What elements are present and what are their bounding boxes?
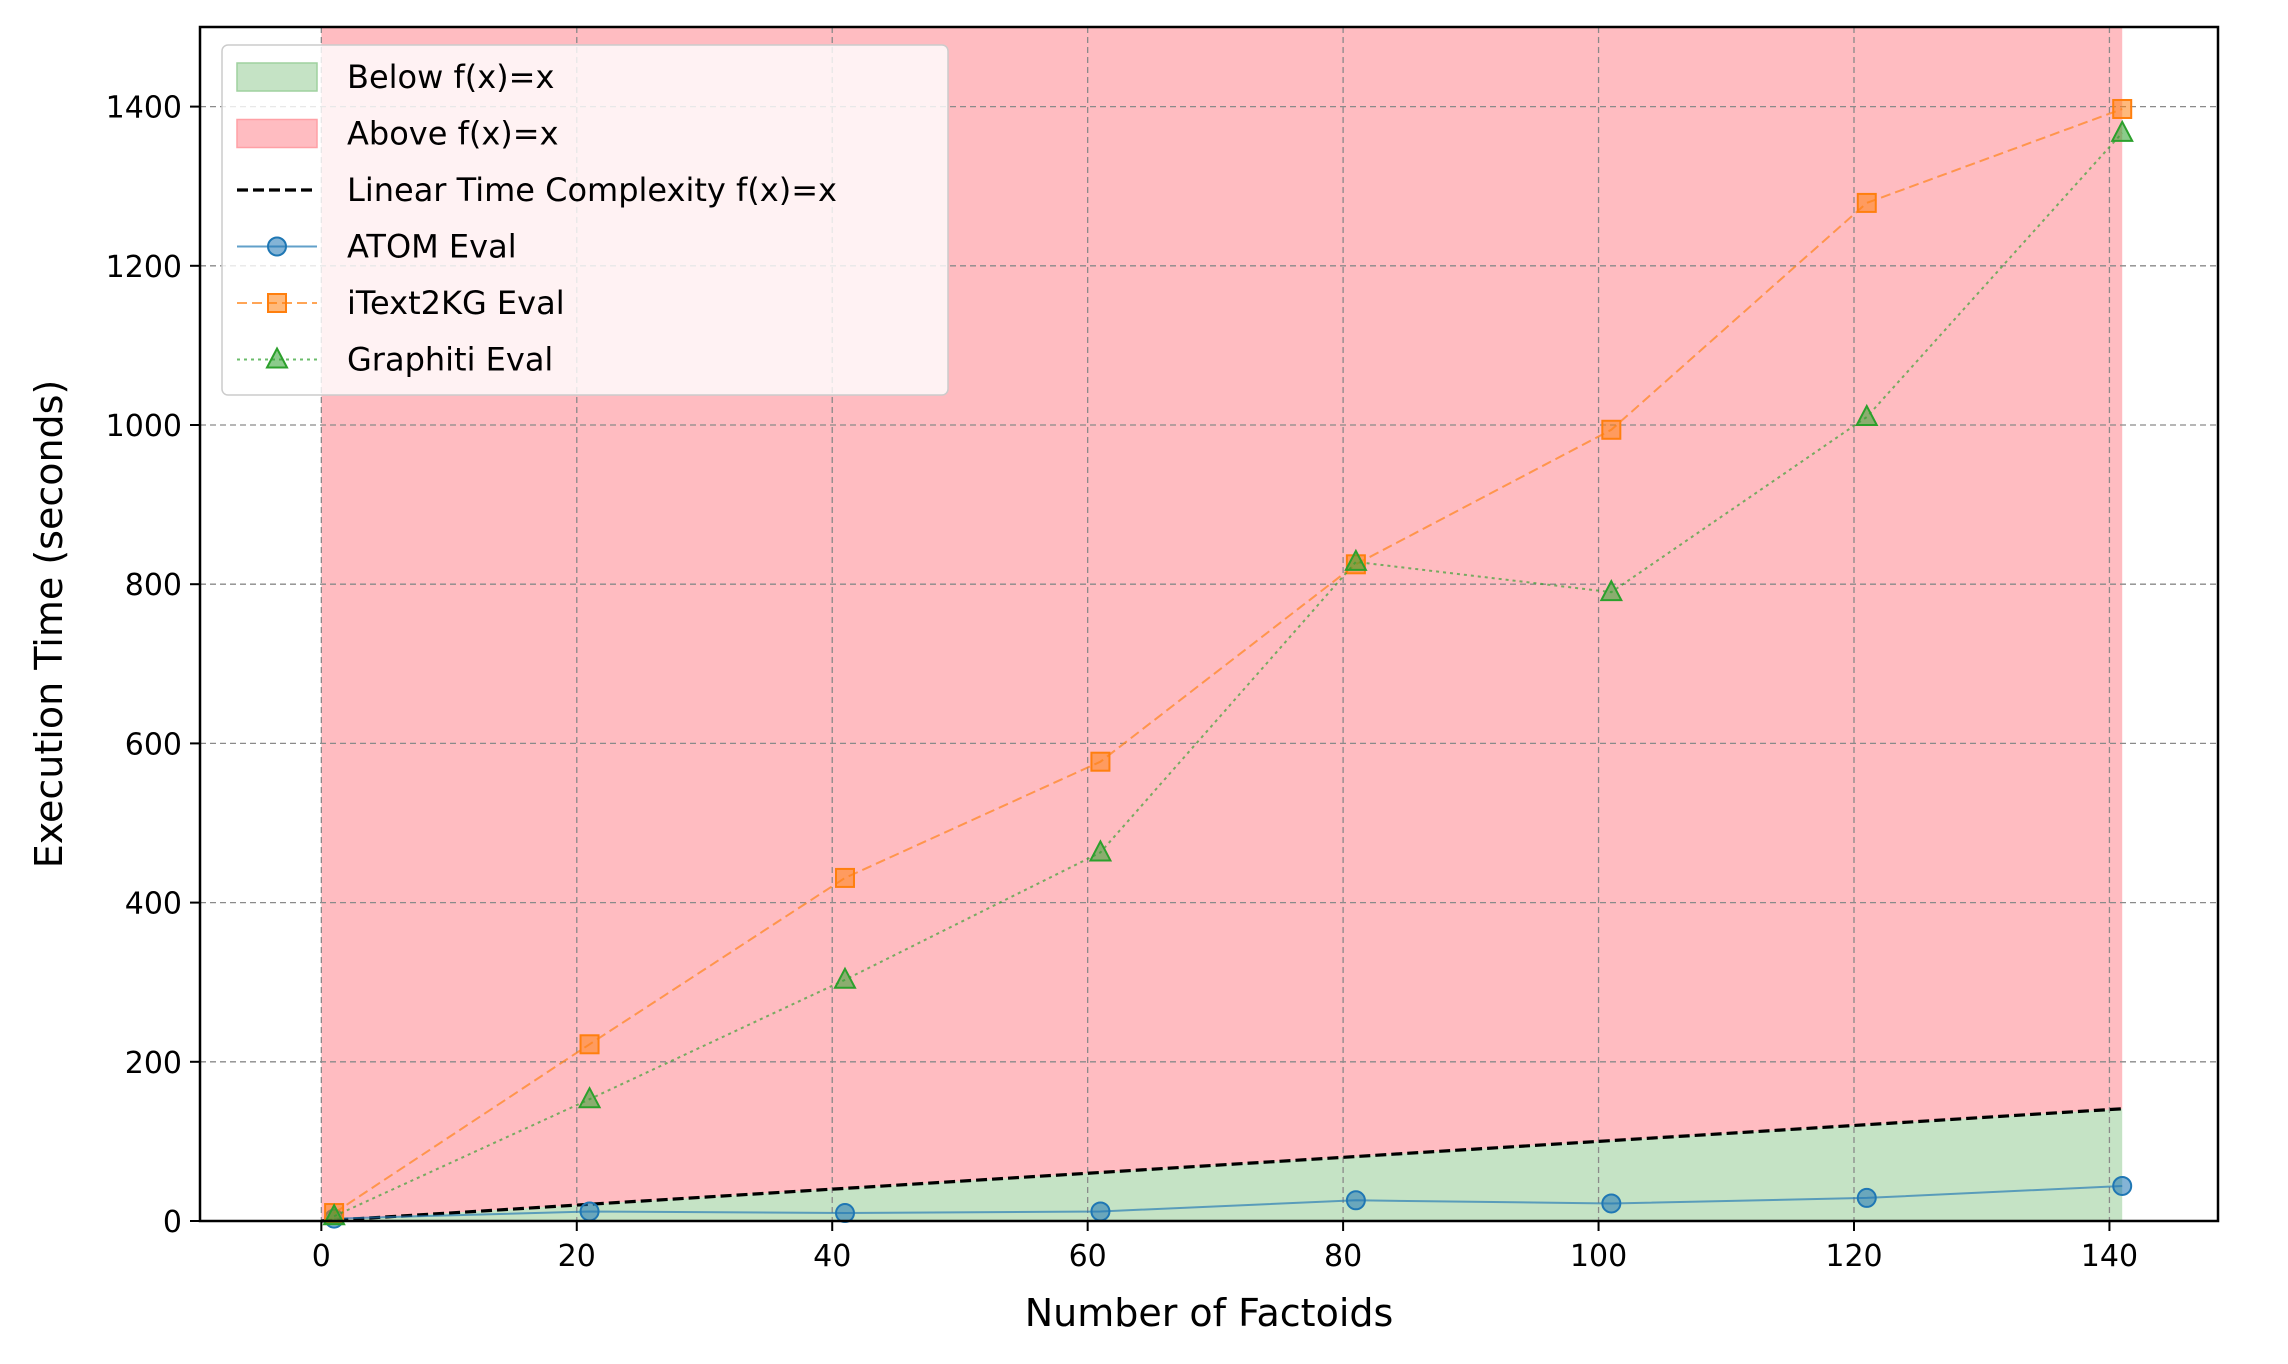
legend-entry-3: ATOM Eval — [237, 228, 517, 266]
series-2 — [322, 119, 2134, 1226]
x-tick-label: 80 — [1324, 1239, 1362, 1274]
legend-entry-1: Above f(x)=x — [236, 115, 559, 153]
data-point — [1601, 419, 1622, 440]
data-point — [1856, 1187, 1877, 1208]
y-tick-label: 200 — [125, 1046, 182, 1081]
legend-label: Linear Time Complexity f(x)=x — [347, 171, 837, 209]
series-line — [334, 1184, 2123, 1220]
x-tick-label: 100 — [1570, 1239, 1627, 1274]
x-tick-label: 60 — [1069, 1239, 1107, 1274]
x-axis-ticks: 0 20 40 60 80 100 120 140 — [312, 1221, 2138, 1274]
series-line — [333, 132, 2123, 1218]
data-point — [1599, 579, 1623, 602]
data-point — [579, 1201, 600, 1222]
legend-marker — [265, 346, 289, 369]
data-point — [834, 867, 855, 888]
y-tick-label: 1000 — [106, 409, 182, 444]
reference-line-group — [321, 1107, 2123, 1223]
data-point — [1090, 1201, 1111, 1222]
x-tick-label: 0 — [312, 1239, 331, 1274]
x-tick-label: 20 — [558, 1239, 596, 1274]
y-tick-label: 1200 — [106, 250, 182, 285]
data-point — [1345, 1190, 1366, 1211]
x-tick-label: 140 — [2081, 1239, 2138, 1274]
x-tick-label: 120 — [1825, 1239, 1882, 1274]
legend-entry-5: Graphiti Eval — [237, 341, 553, 379]
legend-label: Below f(x)=x — [347, 58, 554, 96]
legend-marker — [267, 293, 287, 313]
legend-label: iText2KG Eval — [347, 284, 565, 322]
data-point — [322, 1203, 346, 1226]
data-point — [2110, 119, 2134, 142]
series-group — [322, 98, 2134, 1229]
legend: Below f(x)=x Above f(x)=x Linear Time Comp… — [221, 44, 949, 396]
data-point — [1090, 751, 1111, 772]
x-axis-title: Number of Factoids — [1025, 1291, 1394, 1335]
data-point — [579, 1034, 600, 1055]
legend-entry-4: iText2KG Eval — [237, 284, 565, 322]
y-tick-label: 0 — [163, 1205, 182, 1240]
y-axis-title: Execution Time (seconds) — [27, 380, 71, 869]
y-axis-ticks: 0 200 400 600 800 1000 1200 1400 — [106, 91, 200, 1240]
data-point — [1088, 839, 1113, 862]
series-line — [333, 108, 2123, 1214]
data-point — [2112, 1175, 2133, 1196]
legend-swatch — [236, 118, 318, 149]
data-point — [2112, 98, 2133, 119]
legend-swatch — [236, 62, 318, 92]
plot-frame — [198, 25, 2220, 1223]
legend-box — [221, 44, 949, 396]
legend-entry-2: Linear Time Complexity f(x)=x — [237, 171, 837, 209]
legend-entry-0: Below f(x)=x — [236, 58, 554, 96]
y-tick-label: 1400 — [106, 91, 182, 126]
data-point — [834, 1203, 855, 1224]
data-point — [1855, 403, 1879, 427]
legend-label: Graphiti Eval — [347, 341, 553, 379]
data-point — [1344, 548, 1368, 571]
data-point — [577, 1086, 602, 1109]
y-tick-label: 400 — [125, 887, 182, 922]
legend-label: ATOM Eval — [347, 228, 517, 266]
legend-label: Above f(x)=x — [347, 115, 559, 153]
x-tick-label: 40 — [813, 1239, 851, 1274]
data-point — [833, 966, 857, 989]
legend-marker — [267, 236, 287, 257]
y-tick-label: 600 — [125, 727, 182, 762]
y-tick-label: 800 — [125, 568, 182, 603]
data-point — [1856, 192, 1877, 213]
data-point — [1601, 1193, 1622, 1214]
reference-line — [321, 1107, 2123, 1223]
